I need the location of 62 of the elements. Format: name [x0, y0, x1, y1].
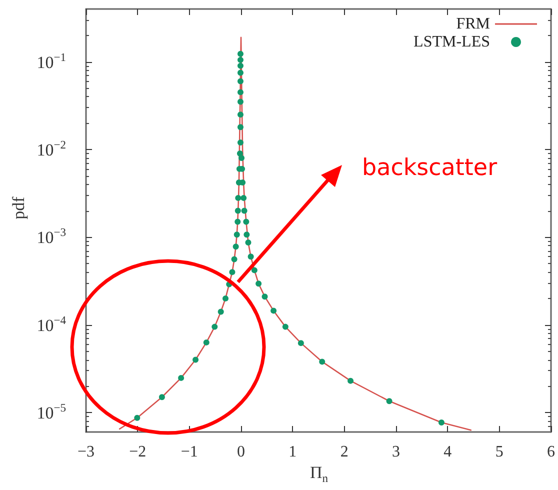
point — [234, 232, 240, 238]
point — [203, 339, 210, 346]
legend-label: FRM — [456, 16, 490, 32]
point — [243, 218, 250, 225]
point — [348, 378, 354, 384]
point — [237, 56, 244, 63]
point — [244, 232, 250, 238]
point — [262, 294, 268, 300]
legend-label: LSTM-LES — [414, 34, 490, 50]
x-tick-label: 4 — [444, 444, 452, 460]
point — [234, 218, 241, 225]
y-tick-label: 10$^{−4}$ — [36, 314, 66, 335]
x-tick-label: 5 — [495, 444, 504, 460]
point — [158, 394, 165, 400]
point — [237, 124, 244, 130]
point — [270, 308, 277, 314]
point — [386, 398, 392, 404]
point — [231, 256, 238, 262]
point — [237, 62, 244, 69]
point — [234, 208, 241, 214]
point — [192, 356, 199, 363]
point — [237, 50, 244, 57]
y-tick-label: 10$^{−1}$ — [36, 51, 66, 72]
y-axis-title: pdf — [9, 196, 28, 220]
x-tick-label: 3 — [392, 444, 400, 460]
point — [237, 98, 244, 105]
point — [241, 208, 248, 214]
x-tick-label: −1 — [180, 444, 198, 460]
point — [237, 140, 244, 146]
x-axis-title: Π$_{n}$ — [310, 463, 328, 485]
point — [134, 414, 140, 421]
point — [229, 269, 236, 276]
point — [319, 358, 326, 365]
y-tick-label: 10$^{−2}$ — [36, 138, 66, 160]
point — [235, 194, 242, 201]
x-tick-label: −3 — [77, 444, 95, 460]
point — [237, 78, 244, 84]
point — [298, 340, 304, 346]
x-tick-label: 1 — [288, 444, 297, 460]
point — [212, 324, 218, 330]
annotation: backscatter — [362, 155, 498, 181]
point — [238, 154, 245, 161]
point — [222, 295, 228, 302]
y-tick-label: 10$^{−3}$ — [36, 226, 66, 248]
point — [282, 324, 288, 330]
point — [232, 244, 239, 250]
point — [237, 70, 244, 76]
x-tick-label: −2 — [129, 444, 146, 460]
point — [245, 239, 252, 246]
point — [256, 280, 262, 287]
point — [251, 267, 258, 274]
point — [248, 254, 254, 260]
point — [237, 112, 244, 118]
x-tick-label: 0 — [237, 444, 245, 460]
y-tick-label: 10$^{−5}$ — [36, 402, 66, 423]
point — [438, 420, 444, 426]
x-tick-label: 6 — [547, 444, 555, 460]
point — [240, 194, 247, 201]
point — [218, 308, 224, 315]
x-tick-label: 2 — [340, 444, 348, 460]
point — [178, 374, 184, 381]
point — [237, 89, 244, 96]
